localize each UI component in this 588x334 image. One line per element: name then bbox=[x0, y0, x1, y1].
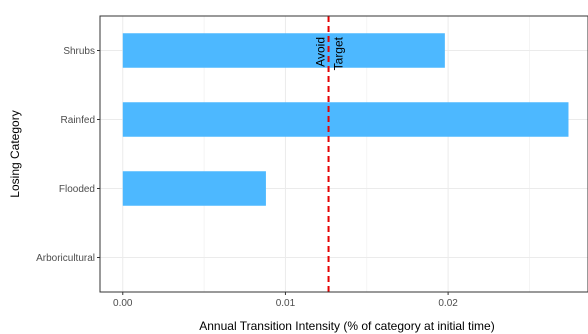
reference-line-group: Avoid Target bbox=[314, 16, 346, 292]
x-axis: 0.00 0.01 0.02 bbox=[113, 292, 458, 309]
x-tick-label: 0.01 bbox=[276, 298, 296, 309]
reference-label-avoid: Avoid bbox=[314, 37, 328, 67]
reference-label-target: Target bbox=[332, 36, 346, 70]
y-tick-label: Arboricultural bbox=[36, 253, 95, 264]
bar-shrubs bbox=[122, 33, 445, 68]
bars bbox=[122, 33, 569, 206]
x-axis-title: Annual Transition Intensity (% of catego… bbox=[199, 319, 494, 333]
y-tick-label: Shrubs bbox=[63, 46, 95, 57]
x-tick-label: 0.00 bbox=[113, 298, 133, 309]
y-axis: Arboricultural Flooded Rainfed Shrubs bbox=[36, 46, 100, 264]
panel-border bbox=[99, 15, 588, 293]
y-tick-label: Rainfed bbox=[61, 115, 95, 126]
y-tick-label: Flooded bbox=[59, 184, 95, 195]
x-tick-label: 0.02 bbox=[438, 298, 458, 309]
bar-rainfed bbox=[122, 102, 569, 137]
y-axis-title: Losing Category bbox=[8, 110, 22, 197]
bar-flooded bbox=[122, 171, 266, 206]
